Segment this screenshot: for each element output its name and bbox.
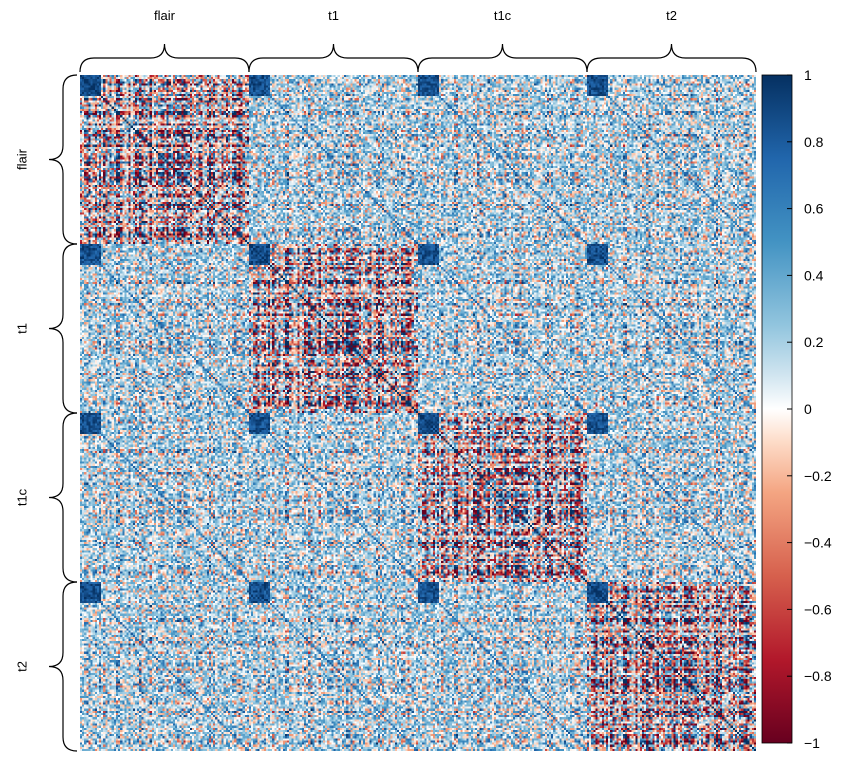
colorbar-tick-label: −0.8 [804, 668, 832, 684]
colorbar: 1 0.8 0.6 0.4 0.2 0 −0.2 −0.4 −0.6 −0.8 −1 [761, 67, 832, 751]
top-group-label-t1: t1 [328, 8, 339, 23]
heatmap-matrix [80, 75, 756, 751]
top-brace-flair [79, 43, 250, 73]
left-brace-t1 [48, 243, 78, 414]
heatmap-cells [80, 75, 756, 751]
top-brace-t1c [417, 43, 588, 73]
top-group-label-flair: flair [154, 8, 176, 23]
left-group-label-t2: t2 [14, 661, 29, 672]
colorbar-tick-label: 0 [804, 401, 812, 417]
top-brace-t1 [248, 43, 419, 73]
colorbar-tick-label: −0.2 [804, 468, 832, 484]
top-brace-t2 [586, 43, 757, 73]
left-brace-flair [48, 74, 78, 245]
left-brace-t1c [48, 412, 78, 583]
left-brace-t2 [48, 581, 78, 752]
colorbar-tick-label: 0.2 [804, 334, 824, 350]
colorbar-tick-label: −0.6 [804, 601, 832, 617]
left-group-label-flair: flair [14, 148, 29, 170]
left-group-label-t1c: t1c [14, 488, 29, 506]
top-group-label-t2: t2 [666, 8, 677, 23]
colorbar-tick-label: 1 [804, 67, 812, 83]
left-group-label-t1: t1 [14, 323, 29, 334]
colorbar-tick-label: 0.4 [804, 267, 824, 283]
top-group-label-t1c: t1c [494, 8, 512, 23]
colorbar-tick-label: 0.6 [804, 201, 824, 217]
group-labels: flair flair t1 t1 t1c t1c t2 t2 [14, 8, 676, 672]
colorbar-tick-label: 0.8 [804, 134, 824, 150]
group-braces [48, 43, 757, 752]
colorbar-tick-label: −1 [804, 735, 820, 751]
colorbar-tick-label: −0.4 [804, 535, 832, 551]
